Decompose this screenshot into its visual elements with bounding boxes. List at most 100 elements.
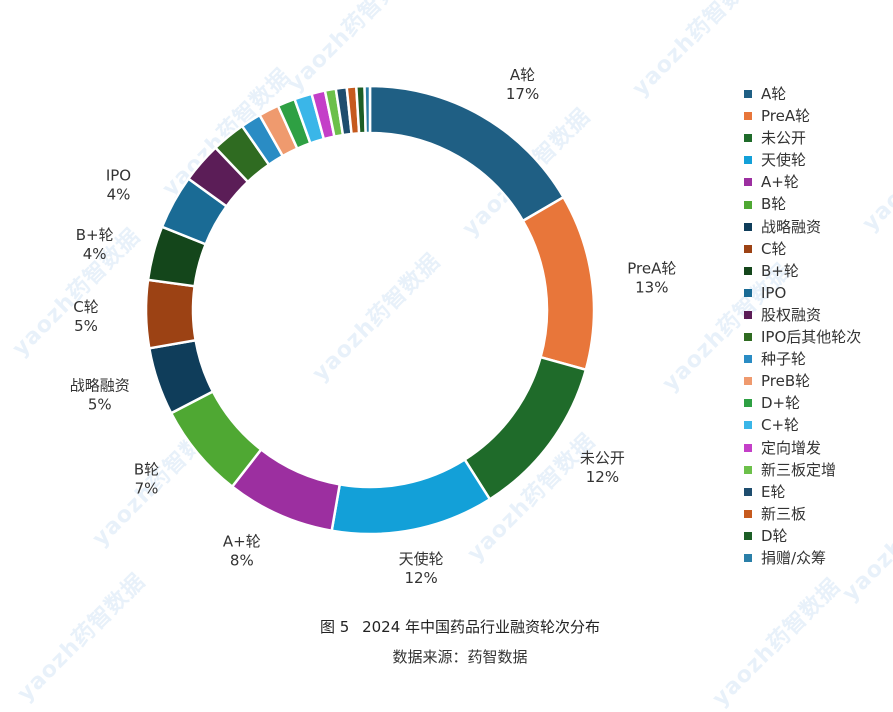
legend-label: 捐赠/众筹	[761, 548, 827, 567]
donut-chart: A轮17%PreA轮13%未公开12%天使轮12%A+轮8%B轮7%战略融资5%…	[70, 66, 677, 587]
data-label-value: 12%	[404, 569, 437, 587]
legend-swatch	[744, 531, 752, 540]
slice-0	[368, 84, 566, 223]
legend-label: 新三板	[761, 504, 807, 523]
legend-swatch	[744, 377, 752, 386]
legend-label: 新三板定增	[761, 460, 837, 479]
data-label-name: IPO	[106, 167, 131, 185]
legend-label: 种子轮	[761, 350, 807, 369]
legend-swatch	[744, 487, 752, 496]
chart-caption: 图 5 2024 年中国药品行业融资轮次分布	[0, 616, 893, 637]
data-source: 数据来源：药智数据	[392, 648, 528, 666]
data-label-name: B轮	[134, 460, 159, 478]
legend-label: IPO后其他轮次	[761, 328, 862, 347]
chart-title: 2024 年中国药品行业融资轮次分布	[362, 618, 601, 636]
data-label-value: 12%	[586, 468, 619, 486]
legend-item-11: IPO后其他轮次	[744, 326, 861, 348]
legend-swatch	[744, 200, 752, 209]
legend-item-19: 新三板	[744, 503, 861, 525]
data-label-value: 8%	[230, 552, 254, 570]
legend-label: D+轮	[761, 394, 801, 413]
slice-2	[462, 355, 588, 501]
legend-swatch	[744, 244, 752, 253]
legend-item-0: A轮	[744, 83, 861, 105]
legend-item-1: PreA轮	[744, 105, 861, 127]
legend-swatch	[744, 310, 752, 319]
data-label-name: 未公开	[580, 449, 625, 467]
data-label-value: 4%	[107, 186, 131, 204]
data-label-name: B+轮	[76, 226, 114, 244]
data-label-name: PreA轮	[627, 259, 676, 277]
legend-item-17: 新三板定增	[744, 459, 861, 481]
data-label-value: 4%	[83, 245, 107, 263]
slices-layer	[144, 84, 596, 536]
legend-item-5: B轮	[744, 193, 861, 215]
data-label-value: 7%	[135, 479, 159, 497]
legend-label: B+轮	[761, 261, 799, 280]
legend-label: D轮	[761, 526, 788, 545]
legend-label: 定向增发	[761, 438, 822, 457]
legend-swatch	[744, 90, 752, 99]
legend-swatch	[744, 134, 752, 143]
legend-item-10: 股权融资	[744, 304, 861, 326]
data-label-name: 战略融资	[70, 377, 130, 395]
legend-item-8: B+轮	[744, 260, 861, 282]
data-label-value: 17%	[506, 85, 539, 103]
legend-item-15: C+轮	[744, 414, 861, 436]
data-label-7: C轮5%	[73, 298, 98, 335]
legend-item-3: 天使轮	[744, 149, 861, 171]
data-label-name: A+轮	[223, 533, 261, 551]
legend-swatch	[744, 156, 752, 165]
data-label-name: C轮	[73, 298, 98, 316]
figure-label: 图 5	[319, 618, 350, 636]
legend-label: 天使轮	[761, 151, 807, 170]
legend-item-13: PreB轮	[744, 370, 861, 392]
legend-swatch	[744, 399, 752, 408]
legend-label: 未公开	[761, 129, 807, 148]
legend-swatch	[744, 509, 752, 518]
legend-swatch	[744, 355, 752, 364]
legend-label: PreA轮	[761, 107, 811, 126]
legend-swatch	[744, 222, 752, 231]
data-label-8: B+轮4%	[76, 226, 114, 263]
legend-item-20: D轮	[744, 525, 861, 547]
legend-swatch	[744, 421, 752, 430]
data-label-name: A轮	[510, 66, 535, 84]
legend-swatch	[744, 266, 752, 275]
legend-label: 战略融资	[761, 217, 822, 236]
data-label-4: A+轮8%	[223, 533, 261, 570]
legend-label: IPO	[761, 283, 787, 302]
legend-item-7: C轮	[744, 238, 861, 260]
legend-swatch	[744, 443, 752, 452]
data-label-value: 13%	[635, 278, 668, 296]
legend-item-6: 战略融资	[744, 216, 861, 238]
legend-item-14: D+轮	[744, 392, 861, 414]
legend-label: PreB轮	[761, 372, 811, 391]
legend-item-16: 定向增发	[744, 437, 861, 459]
legend-swatch	[744, 554, 752, 563]
legend-item-18: E轮	[744, 481, 861, 503]
legend-item-9: IPO	[744, 282, 861, 304]
legend-label: E轮	[761, 482, 786, 501]
legend-item-12: 种子轮	[744, 348, 861, 370]
data-label-5: B轮7%	[134, 460, 159, 497]
legend-swatch	[744, 465, 752, 474]
legend-label: 股权融资	[761, 305, 822, 324]
legend-swatch	[744, 288, 752, 297]
legend-item-4: A+轮	[744, 171, 861, 193]
legend-item-21: 捐赠/众筹	[744, 547, 861, 569]
legend-item-2: 未公开	[744, 127, 861, 149]
legend-label: B轮	[761, 195, 787, 214]
slice-1	[521, 195, 596, 372]
legend-label: A+轮	[761, 173, 799, 192]
legend-label: A轮	[761, 85, 787, 103]
data-label-name: 天使轮	[399, 550, 444, 568]
legend-label: C+轮	[761, 416, 800, 435]
slice-21	[363, 84, 372, 135]
